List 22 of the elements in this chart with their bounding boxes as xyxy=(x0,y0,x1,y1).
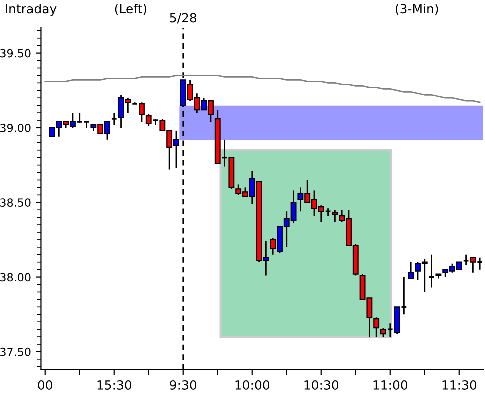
candlestick xyxy=(408,262,414,280)
candlestick xyxy=(111,112,118,126)
y-tick-label: 38.00 xyxy=(0,273,31,282)
candlestick xyxy=(374,316,380,338)
x-tick-label: 9:30 xyxy=(170,380,197,390)
line-series xyxy=(44,75,481,104)
y-tick-label: 39.00 xyxy=(0,124,31,132)
x-tick-label: 11:30 xyxy=(442,380,477,390)
text: (Left) xyxy=(115,4,147,16)
chart-title: Intraday xyxy=(6,4,57,16)
text: (3-Min) xyxy=(396,4,438,16)
candlestick xyxy=(332,209,338,223)
y-tick-label: 39.50 xyxy=(0,49,31,58)
candlestick xyxy=(84,121,90,129)
ref-line-label: 5/28 xyxy=(170,13,197,24)
x-tick-label: 10:30 xyxy=(304,380,339,390)
x-tick-label: 10:00 xyxy=(236,380,270,390)
x-tick-label: 15:30 xyxy=(98,380,132,390)
y-tick-label: 38.50 xyxy=(0,198,31,208)
y-tick-label: 37.50 xyxy=(0,348,31,356)
x-tick-label: 11:00 xyxy=(374,380,408,390)
x-tick-label: 00 xyxy=(38,380,52,390)
